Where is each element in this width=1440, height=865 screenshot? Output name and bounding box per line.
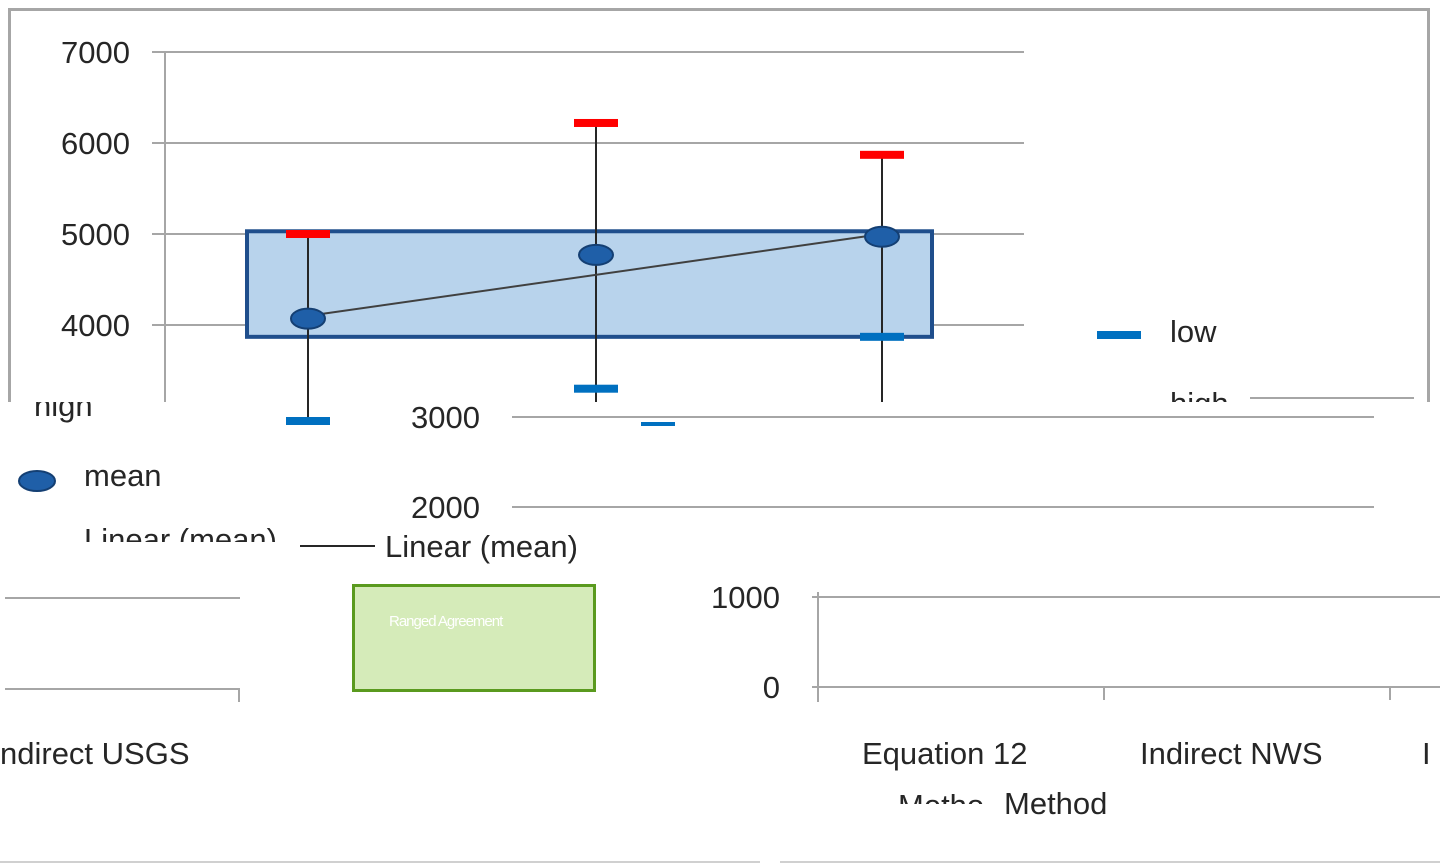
green-box-label: Ranged Agreement [389, 613, 503, 630]
y-tick-label: 3000 [411, 402, 480, 435]
x-axis-title-label: Method [1004, 786, 1107, 821]
legend-mean-label: mean [84, 458, 162, 493]
green-annotation-box: Ranged Agreement [352, 584, 596, 692]
y-tick-label: 0 [763, 670, 780, 705]
x-tick-label: ndirect USGS [0, 736, 190, 771]
high-marker [286, 230, 330, 238]
y-tick-label: 5000 [61, 217, 130, 252]
high-marker [860, 150, 904, 159]
legend-high-label: high [1170, 386, 1229, 402]
x-tick-label: Equation 12 [862, 736, 1027, 771]
y-tick-label: 4000 [61, 308, 130, 343]
low-marker [860, 332, 904, 341]
y-tick-label: 7000 [61, 35, 130, 70]
low-marker [574, 384, 618, 393]
y-tick-label: 1000 [711, 580, 780, 615]
legend-high-fragment: high [34, 402, 93, 423]
mean-marker [290, 307, 326, 330]
x-tick-label: Indirect NWS [1140, 736, 1323, 771]
y-tick-label: 6000 [61, 126, 130, 161]
mask [0, 542, 512, 582]
x-tick-label: I [1422, 736, 1431, 771]
legend-linear-label: Linear (mean) [385, 529, 578, 564]
low-marker [286, 417, 330, 425]
chart-frame [8, 8, 1430, 402]
chart-plot-top: 7000 6000 5000 4000 low high [61, 35, 1414, 402]
legend-mean-swatch [18, 470, 56, 492]
legend-low-label: low [1170, 314, 1217, 349]
high-marker [574, 118, 618, 127]
trendline [307, 233, 883, 317]
legend-low-swatch [1097, 331, 1141, 339]
low-marker [641, 422, 675, 426]
mask [880, 804, 1180, 834]
mean-marker [864, 225, 900, 248]
mean-marker [578, 243, 614, 266]
chart-panel-bottom: 3000 2000 1000 0 high mean Linear (mean) Linear… [0, 402, 1440, 865]
chart-panel-top: 7000 6000 5000 4000 low high [0, 0, 1440, 402]
y-tick-label: 2000 [411, 490, 480, 525]
